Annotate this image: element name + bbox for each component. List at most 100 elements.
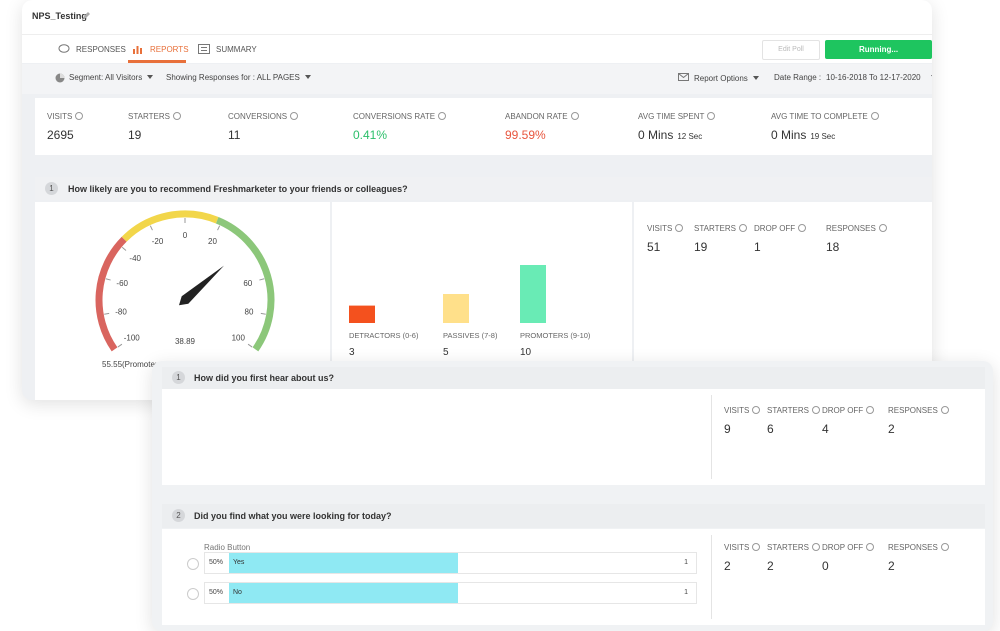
gauge-arc (95, 236, 127, 352)
tab-active[interactable]: REPORTS (150, 45, 189, 54)
info-icon (707, 112, 716, 120)
stat-label: RESPONSES (888, 406, 949, 415)
stat-value-text: 6 (767, 422, 774, 436)
tab[interactable]: RESPONSES (76, 45, 126, 54)
stat-label-text: STARTERS (128, 112, 170, 121)
summary-icon (198, 44, 210, 54)
info-icon (870, 112, 879, 120)
question-header: 1 How did you first hear about us? (162, 367, 985, 389)
radio[interactable] (187, 588, 199, 600)
bar (349, 305, 375, 323)
stat-label: VISITS (724, 406, 761, 415)
question-stats: VISITS 2 STARTERS 2 DROP OFF 0 RESPONSES 2 (712, 529, 985, 625)
bar-category: PASSIVES (7-8) (443, 331, 498, 340)
bar (443, 294, 469, 323)
question-text: How likely are you to recommend Freshmar… (68, 184, 408, 194)
stat-label-text: RESPONSES (888, 406, 938, 415)
gauge-tick-label: 60 (243, 279, 252, 288)
stat-label-text: STARTERS (767, 406, 809, 415)
option-count: 1 (684, 589, 688, 596)
bar-value: 10 (520, 347, 532, 358)
tab[interactable]: SUMMARY (216, 45, 257, 54)
question-header: 1 How likely are you to recommend Freshm… (35, 177, 932, 200)
gauge-tick-label: 20 (208, 237, 217, 246)
gauge-tick (259, 278, 265, 281)
stat-value: 2 (888, 559, 895, 573)
info-icon (752, 406, 761, 414)
stat-label-text: AVG TIME SPENT (638, 112, 705, 121)
stat-label: VISITS (647, 224, 684, 233)
stat-unit: 12 Sec (677, 132, 703, 141)
gauge-tick (121, 246, 127, 251)
stat-value: 0.41% (353, 128, 387, 142)
gauge-caption: 55.55(Promoters (102, 360, 162, 369)
date-range[interactable]: 10-16-2018 To 12-17-2020 (826, 73, 932, 82)
stat-label-text: DROP OFF (822, 543, 864, 552)
report-options[interactable]: Report Options (694, 74, 759, 83)
stat-value-text: 0 (822, 559, 829, 573)
info-icon (878, 224, 887, 232)
stat-label-text: CONVERSIONS RATE (353, 112, 436, 121)
stat-value-text: 2 (888, 559, 895, 573)
pages-filter[interactable]: Showing Responses for : ALL PAGES (166, 73, 311, 82)
stat-value-text: 0.41% (353, 128, 388, 142)
info-icon (940, 406, 949, 414)
segment-filter[interactable]: Segment: All Visitors (69, 73, 154, 82)
info-icon (866, 406, 875, 414)
stat-value-text: 0 Mins (771, 128, 807, 142)
stat-label-text: VISITS (647, 224, 673, 233)
report-window: NPS_Testing RESPONSES REPORTS SUMMARY Ed… (22, 0, 932, 400)
nps-graphics: -100 -80 -60 -40 -20 0 20 60 80 100 38.89 55.55(Pro… (95, 210, 591, 369)
tab-bar: RESPONSES REPORTS SUMMARY Edit Poll Runn… (22, 34, 932, 63)
radio[interactable] (187, 558, 199, 570)
stat-label: VISITS (724, 543, 761, 552)
option-label: Yes (233, 559, 245, 566)
stat-value-text: 1 (754, 240, 761, 254)
gauge-tick-label: -60 (116, 279, 128, 288)
question-number: 1 (45, 182, 58, 195)
stat-label: STARTERS (128, 112, 181, 121)
stat-value: 9 (724, 422, 731, 436)
stat-value-text: 2 (724, 559, 731, 573)
mail-icon (678, 73, 689, 81)
option-label: No (233, 589, 242, 596)
question-number: 1 (172, 371, 185, 384)
stat-value: 99.59% (505, 128, 546, 142)
stat-unit: 19 Sec (810, 132, 836, 141)
active-tab-underline (128, 60, 186, 63)
stat-label-text: VISITS (724, 406, 750, 415)
stat-value: 0 Mins 19 Sec (771, 128, 835, 142)
option-bar (229, 553, 458, 573)
gauge-tick-label: -100 (124, 333, 141, 342)
stat-label: CONVERSIONS RATE (353, 112, 447, 121)
info-icon (75, 112, 84, 120)
stat-value-text: 2 (888, 422, 895, 436)
info-icon (570, 112, 579, 120)
info-icon (811, 543, 820, 551)
divider (711, 535, 712, 619)
stat-value-text: 18 (826, 240, 840, 254)
gauge-tick (105, 278, 111, 281)
stat-value-text: 19 (694, 240, 708, 254)
edit-icon[interactable] (82, 11, 91, 20)
stat-label-text: AVG TIME TO COMPLETE (771, 112, 868, 121)
gauge-tick (247, 343, 253, 348)
bar-category: PROMOTERS (9-10) (520, 331, 591, 340)
reports-icon (133, 46, 142, 54)
stat-value-text: 11 (228, 128, 241, 142)
filter-bar: Segment: All Visitors Showing Responses … (22, 64, 932, 94)
option-row: 50% Yes 1 (204, 552, 697, 574)
gauge-tick-label: -20 (152, 237, 164, 246)
summary-stats: VISITS 2695 STARTERS 19 CONVERSIONS 11 CONVERS… (35, 98, 932, 155)
bar-value: 5 (443, 347, 449, 358)
status-button[interactable]: Running... (825, 40, 932, 59)
gauge-tick (149, 225, 153, 231)
bar-category: DETRACTORS (0-6) (349, 331, 419, 340)
edit-poll-button[interactable]: Edit Poll (762, 40, 820, 60)
stat-value-text: 99.59% (505, 128, 546, 142)
gauge-tick-label: 0 (183, 231, 188, 240)
stat-value: 4 (822, 422, 829, 436)
gauge-needle (178, 265, 225, 306)
stat-label: DROP OFF (822, 406, 875, 415)
